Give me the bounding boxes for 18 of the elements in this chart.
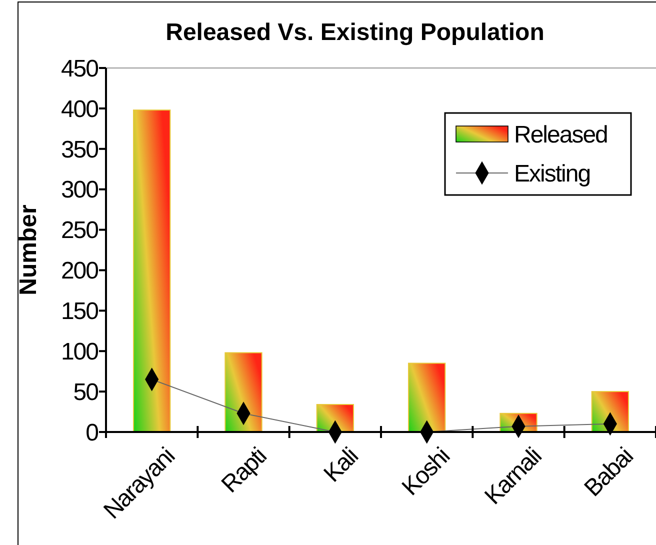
y-tick-label: 400 bbox=[60, 96, 99, 123]
chart-title: Released Vs. Existing Population bbox=[166, 19, 544, 46]
legend-label: Released bbox=[514, 121, 608, 148]
bar bbox=[133, 110, 171, 432]
bar bbox=[408, 362, 446, 432]
y-tick-label: 50 bbox=[73, 378, 99, 406]
y-axis-title: Number bbox=[15, 204, 42, 296]
y-tick-label: 100 bbox=[60, 338, 99, 366]
legend-label: Existing bbox=[514, 160, 590, 188]
y-tick-label: 300 bbox=[60, 176, 99, 204]
y-tick-label: 150 bbox=[60, 298, 99, 326]
y-tick-label: 350 bbox=[60, 136, 99, 164]
y-tick-label: 0 bbox=[86, 419, 99, 446]
x-tick-label: Kali bbox=[318, 443, 364, 488]
y-tick-label: 200 bbox=[60, 258, 99, 285]
y-tick-label: 250 bbox=[60, 217, 99, 244]
bar bbox=[224, 352, 262, 432]
y-tick-label: 450 bbox=[60, 55, 99, 82]
